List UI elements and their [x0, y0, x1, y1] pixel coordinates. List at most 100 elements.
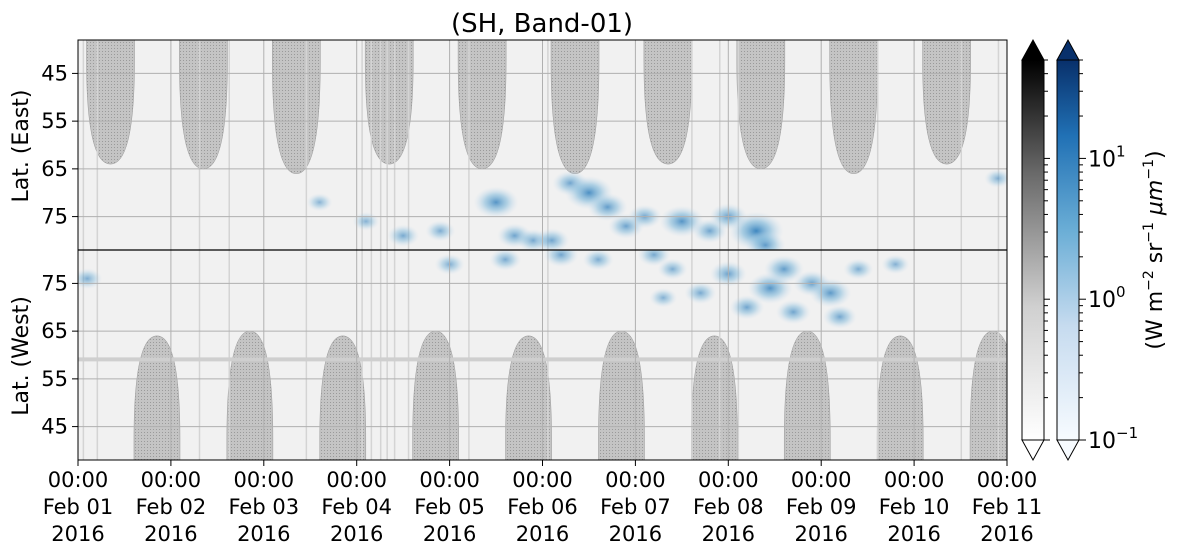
data-gap-stripe: [876, 250, 879, 460]
data-gap-stripe: [198, 250, 201, 460]
data-gap-stripe: [468, 40, 470, 250]
daylight-region: [691, 335, 738, 460]
data-gap-stripe: [547, 250, 549, 460]
radiance-patch: [822, 304, 857, 329]
radiance-patch: [745, 231, 786, 250]
data-gap-stripe: [386, 40, 388, 250]
daylight-region: [876, 335, 924, 460]
data-gap-stripe: [82, 40, 85, 250]
xtick-year: 2016: [980, 522, 1033, 546]
xtick-year: 2016: [144, 522, 197, 546]
data-gap-stripe: [997, 40, 1000, 250]
data-gap-stripe: [691, 250, 693, 460]
radiance-patch: [489, 250, 522, 271]
xtick-date: Feb 05: [414, 495, 485, 519]
data-gap-stripe: [719, 250, 721, 460]
xtick-date: Feb 01: [43, 495, 114, 519]
data-gap-stripe: [379, 40, 382, 250]
data-gap-stripe: [228, 250, 230, 460]
data-gap-stripe: [407, 250, 410, 460]
xtick-date: Feb 07: [600, 495, 671, 519]
data-gap-stripe: [737, 40, 740, 250]
xtick-time: 00:00: [605, 468, 666, 492]
ylabel-west: Lat. (West): [9, 296, 34, 416]
data-gap-stripe: [361, 40, 363, 250]
radiance-patch: [534, 228, 570, 250]
xtick-year: 2016: [237, 522, 290, 546]
panel-west: [78, 250, 1007, 460]
xtick-time: 00:00: [884, 468, 945, 492]
chart-title: (SH, Band-01): [451, 9, 633, 39]
daylight-region: [505, 335, 552, 460]
ytick-label-west: 55: [41, 367, 68, 391]
xtick-time: 00:00: [326, 468, 387, 492]
daylight-region: [133, 335, 181, 460]
data-gap-stripe: [393, 40, 396, 250]
radiance-patch: [649, 287, 678, 308]
xtick-date: Feb 09: [786, 495, 857, 519]
radiance-patch: [473, 186, 519, 219]
daylight-region: [643, 40, 693, 165]
xtick-year: 2016: [51, 522, 104, 546]
xtick-year: 2016: [702, 522, 755, 546]
ytick-label-west: 75: [41, 271, 68, 295]
xtick-time: 00:00: [419, 468, 480, 492]
xtick-date: Feb 10: [879, 495, 950, 519]
data-gap-stripe: [876, 40, 879, 250]
data-gap-stripe: [737, 250, 740, 460]
panel-east: [78, 40, 1007, 250]
xtick-time: 00:00: [48, 468, 109, 492]
daylight-region: [364, 40, 414, 165]
xtick-time: 00:00: [512, 468, 573, 492]
data-gap-stripe: [997, 250, 1000, 460]
colorbar-tick-label: 101: [1088, 142, 1126, 172]
ytick-label-east: 45: [41, 61, 68, 85]
data-gap-stripe: [393, 250, 396, 460]
radiance-patch: [543, 250, 579, 268]
colorbar-tick-label: 100: [1088, 283, 1126, 313]
ytick-label-east: 55: [41, 109, 68, 133]
data-gap-stripe: [82, 250, 85, 460]
xtick-year: 2016: [609, 522, 662, 546]
data-gap-stripe: [198, 40, 201, 250]
xtick-year: 2016: [330, 522, 383, 546]
data-gap-stripe: [370, 250, 373, 460]
xtick-date: Feb 06: [507, 495, 578, 519]
data-gap-stripe: [228, 40, 230, 250]
data-gap-stripe: [547, 40, 549, 250]
xtick-year: 2016: [887, 522, 940, 546]
xtick-time: 00:00: [234, 468, 295, 492]
colorbar-label: (W m−2 sr−1 μm−1): [1141, 150, 1168, 349]
radiance-patch: [775, 299, 811, 325]
xtick-date: Feb 03: [229, 495, 300, 519]
data-gap-stripe: [96, 40, 99, 250]
radiance-patch: [684, 281, 717, 305]
data-gap-stripe: [361, 250, 363, 460]
colorbar-blue: [1056, 38, 1080, 462]
xtick-time: 00:00: [698, 468, 759, 492]
data-gap-stripe: [960, 250, 963, 460]
xtick-year: 2016: [423, 522, 476, 546]
colorbar-gray: [1021, 38, 1045, 462]
daylight-region: [922, 40, 971, 165]
xtick-time: 00:00: [791, 468, 852, 492]
xtick-time: 00:00: [977, 468, 1038, 492]
radiance-patch: [425, 220, 456, 242]
radiance-patch: [984, 168, 1007, 188]
radiance-patch: [306, 193, 333, 212]
data-gap-stripe: [407, 40, 410, 250]
colorbar-tick-label: 10−1: [1088, 424, 1138, 454]
data-gap-stripe: [691, 40, 693, 250]
ylabel-east: Lat. (East): [9, 90, 34, 203]
xtick-date: Feb 11: [972, 495, 1043, 519]
radiance-patch: [843, 258, 874, 280]
daylight-region: [86, 40, 135, 165]
data-gap-stripe: [468, 250, 470, 460]
xtick-year: 2016: [516, 522, 569, 546]
data-gap-stripe: [960, 40, 963, 250]
radiance-patch: [881, 254, 910, 275]
data-gap-stripe: [719, 40, 721, 250]
data-gap-stripe: [379, 250, 382, 460]
radiance-patch: [582, 250, 614, 271]
